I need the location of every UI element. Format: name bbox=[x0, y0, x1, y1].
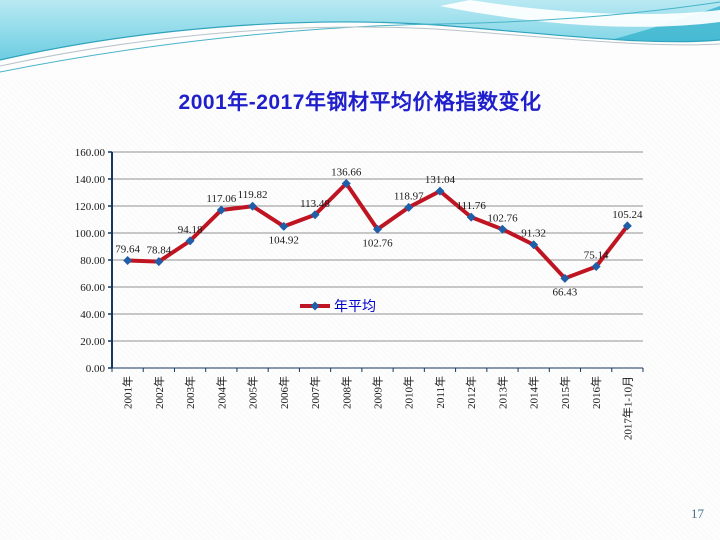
data-point-marker bbox=[435, 186, 445, 196]
data-point-label: 118.97 bbox=[394, 190, 424, 202]
x-axis-label: 2013年 bbox=[495, 376, 509, 409]
page-number: 17 bbox=[691, 506, 704, 521]
chart-legend: 年平均 bbox=[300, 299, 376, 315]
x-axis-label: 2005年 bbox=[246, 376, 260, 409]
data-point-label: 66.43 bbox=[553, 286, 578, 298]
data-point-label: 78.84 bbox=[146, 245, 171, 257]
data-point-label: 102.76 bbox=[362, 237, 393, 249]
data-point-label: 136.66 bbox=[331, 167, 362, 179]
x-axis-label: 2009年 bbox=[371, 376, 385, 409]
data-point-label: 79.64 bbox=[115, 243, 140, 255]
data-point-markers bbox=[123, 179, 632, 283]
data-point-marker bbox=[497, 224, 507, 234]
data-point-marker bbox=[373, 224, 382, 234]
x-axis-label: 2014年 bbox=[527, 376, 541, 409]
data-point-marker bbox=[466, 212, 476, 222]
data-point-labels: 79.64 78.84 94.18 117.06 119.82 104.92 113.48 1… bbox=[115, 167, 643, 299]
x-axis-label: 2004年 bbox=[214, 376, 228, 409]
data-point-marker bbox=[622, 221, 632, 231]
data-point-marker bbox=[216, 205, 226, 215]
y-axis-tick-label: 160.00 bbox=[75, 147, 106, 159]
x-axis-label: 2001年 bbox=[121, 376, 135, 409]
x-axis-ticks bbox=[111, 368, 644, 372]
x-axis-label: 2002年 bbox=[152, 376, 166, 409]
x-axis-label: 2010年 bbox=[402, 376, 416, 409]
data-point-marker bbox=[279, 221, 289, 231]
x-axis-label: 2017年1-10月 bbox=[620, 376, 634, 440]
data-point-marker bbox=[341, 179, 351, 189]
y-axis-tick-labels: 0.00 20.00 40.00 60.00 80.00 100.00 120.00 140.… bbox=[75, 147, 106, 375]
x-axis-label: 2006年 bbox=[277, 376, 291, 409]
data-point-label: 102.76 bbox=[487, 212, 518, 224]
y-axis-tick-label: 100.00 bbox=[75, 228, 106, 240]
data-point-marker bbox=[560, 273, 570, 283]
y-axis-tick-label: 0.00 bbox=[86, 363, 106, 375]
data-point-marker bbox=[154, 257, 164, 267]
data-point-label: 104.92 bbox=[269, 234, 299, 246]
data-point-label: 131.04 bbox=[425, 174, 456, 186]
banner-wave-line-gray bbox=[0, 26, 720, 67]
data-point-marker bbox=[123, 255, 133, 265]
x-axis-labels: 2001年 2002年 2003年 2004年 2005年 2006年 2007年 2008年… bbox=[121, 376, 635, 440]
banner-white-wave-bottom bbox=[0, 21, 720, 80]
y-axis-tick-label: 40.00 bbox=[80, 309, 105, 321]
data-point-label: 119.82 bbox=[238, 189, 268, 201]
gridlines bbox=[108, 151, 643, 369]
data-point-marker bbox=[529, 240, 539, 250]
data-point-label: 91.32 bbox=[521, 228, 546, 240]
y-axis-tick-label: 60.00 bbox=[80, 282, 105, 294]
y-axis-tick-label: 80.00 bbox=[80, 255, 105, 267]
data-point-label: 94.18 bbox=[178, 224, 203, 236]
y-axis-tick-label: 20.00 bbox=[80, 336, 105, 348]
data-point-label: 105.24 bbox=[612, 209, 643, 221]
data-point-marker bbox=[404, 202, 414, 212]
data-point-marker bbox=[310, 210, 320, 220]
x-axis-label: 2008年 bbox=[339, 376, 353, 409]
x-axis-label: 2011年 bbox=[433, 376, 447, 409]
header-banner-graphic bbox=[0, 0, 720, 80]
x-axis-label: 2015年 bbox=[558, 376, 572, 409]
x-axis-label: 2003年 bbox=[183, 376, 197, 409]
x-axis-label: 2012年 bbox=[464, 376, 478, 409]
legend-label: 年平均 bbox=[334, 299, 376, 315]
data-point-marker bbox=[185, 236, 195, 246]
banner-wave-line-blue bbox=[0, 1, 720, 73]
data-point-marker bbox=[591, 262, 601, 272]
y-axis-tick-label: 140.00 bbox=[75, 174, 106, 186]
x-axis-label: 2007年 bbox=[308, 376, 322, 409]
x-axis-label: 2016年 bbox=[589, 376, 603, 409]
data-point-label: 117.06 bbox=[206, 193, 236, 205]
y-axis-tick-label: 120.00 bbox=[75, 201, 106, 213]
data-point-label: 111.76 bbox=[456, 200, 486, 212]
legend-marker-sample bbox=[310, 301, 320, 311]
data-point-marker bbox=[248, 201, 258, 211]
data-point-label: 113.48 bbox=[300, 198, 330, 210]
slide-title: 2001年-2017年钢材平均价格指数变化 bbox=[178, 91, 542, 114]
banner-white-swoosh-top bbox=[440, 0, 720, 27]
data-point-label: 75.14 bbox=[584, 250, 609, 262]
